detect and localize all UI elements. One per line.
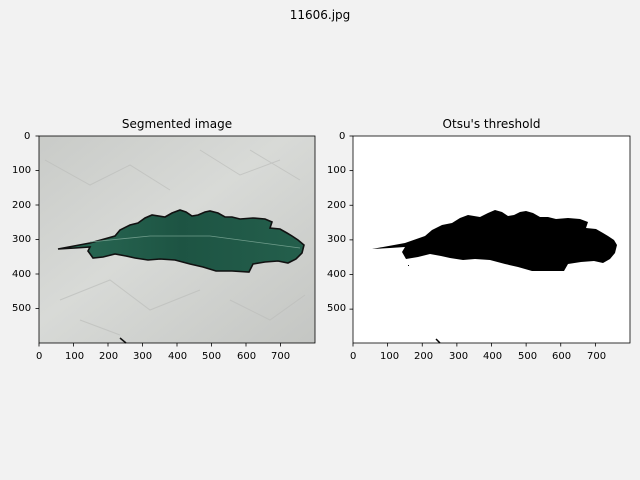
x-tick-label: 600	[237, 351, 257, 362]
x-tick-label: 0	[350, 351, 357, 362]
x-tick-label: 300	[133, 351, 153, 362]
x-tick-label: 500	[518, 351, 538, 362]
y-tick-label: 0	[24, 131, 31, 142]
x-tick-label: 300	[449, 351, 469, 362]
y-tick-label: 100	[327, 165, 347, 176]
y-tick-label: 500	[327, 303, 347, 314]
panel-title-segmented: Segmented image	[121, 117, 233, 131]
x-tick-label: 100	[65, 351, 85, 362]
y-tick-label: 200	[327, 200, 347, 211]
y-tick-label: 500	[12, 303, 32, 314]
x-tick-label: 600	[552, 351, 572, 362]
x-tick-label: 200	[99, 351, 119, 362]
y-tick-label: 300	[327, 234, 347, 245]
x-tick-label: 100	[380, 351, 400, 362]
y-tick-label: 400	[327, 269, 347, 280]
x-tick-label: 400	[483, 351, 503, 362]
y-tick-label: 100	[12, 165, 32, 176]
tick-marks	[35, 135, 596, 347]
x-tick-label: 700	[587, 351, 607, 362]
x-tick-label: 400	[168, 351, 188, 362]
otsu-mask-image	[353, 136, 630, 344]
panel-title-otsu: Otsu's threshold	[442, 117, 541, 131]
y-tick-label: 300	[12, 234, 32, 245]
y-tick-label: 200	[12, 200, 32, 211]
figure-title: 11606.jpg	[289, 8, 351, 22]
y-tick-label: 0	[339, 131, 346, 142]
x-tick-label: 200	[414, 351, 434, 362]
y-tick-label: 400	[12, 269, 32, 280]
x-tick-label: 500	[202, 351, 222, 362]
x-tick-label: 0	[36, 351, 43, 362]
x-tick-label: 700	[271, 351, 291, 362]
segmented-image	[39, 136, 315, 344]
